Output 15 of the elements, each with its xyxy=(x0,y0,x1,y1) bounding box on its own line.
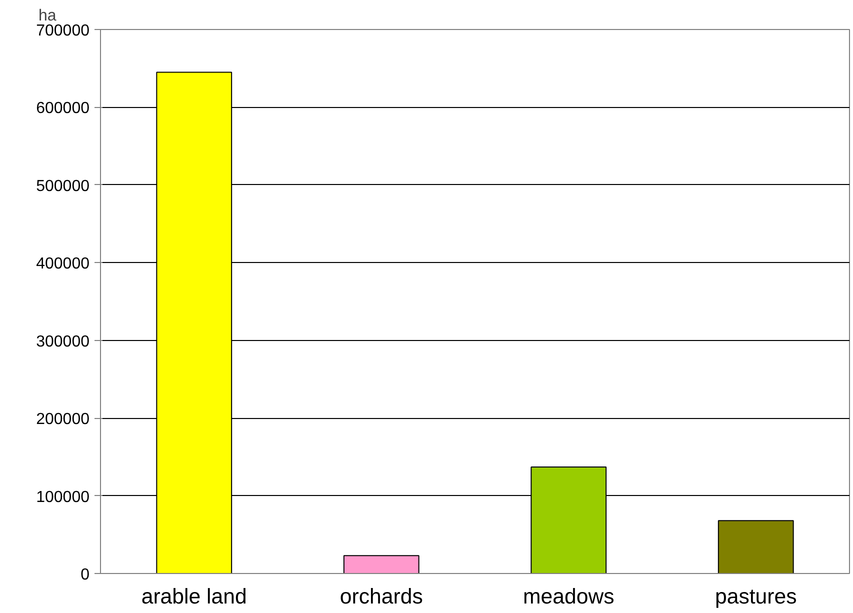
x-tick-label: orchards xyxy=(340,584,423,608)
y-tick-label: 300000 xyxy=(36,333,90,350)
y-tick-label: 400000 xyxy=(36,256,90,273)
y-tick-label: 500000 xyxy=(36,178,90,195)
y-tick-label: 200000 xyxy=(36,411,90,428)
x-tick-label: meadows xyxy=(522,584,614,608)
y-tick-label: 600000 xyxy=(36,100,90,118)
bar xyxy=(718,520,794,574)
y-tick-label: 0 xyxy=(80,566,90,584)
y-axis-title: ha xyxy=(38,8,56,24)
y-tick-label: 100000 xyxy=(36,488,90,506)
x-tick-label: arable land xyxy=(141,584,247,608)
y-tick-label: 700000 xyxy=(36,22,90,40)
bar xyxy=(343,555,420,574)
x-tick-label: pastures xyxy=(714,584,797,608)
